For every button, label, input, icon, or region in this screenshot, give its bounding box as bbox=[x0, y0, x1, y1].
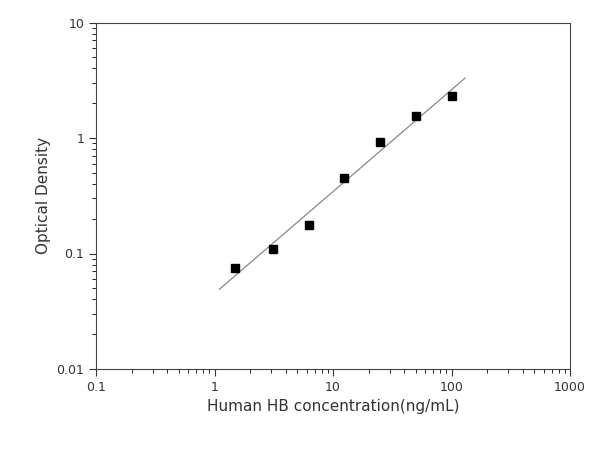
Y-axis label: Optical Density: Optical Density bbox=[36, 137, 51, 254]
X-axis label: Human HB concentration(ng/mL): Human HB concentration(ng/mL) bbox=[207, 399, 459, 414]
